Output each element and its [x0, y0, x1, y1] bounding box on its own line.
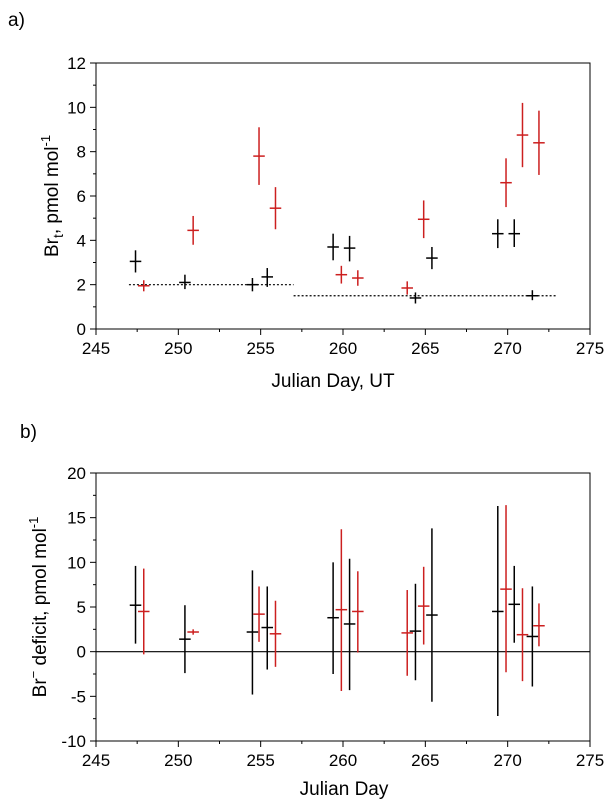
- panel-a-ylabel-superscript: -1: [38, 135, 53, 147]
- red-data-point: [253, 127, 265, 185]
- red-data-point: [269, 187, 282, 230]
- y-tick-label: -5: [71, 687, 86, 706]
- red-data-point: [187, 215, 199, 245]
- panel-b-ylabel-superscript: -1: [26, 517, 41, 529]
- red-data-point: [137, 568, 150, 655]
- black-data-point: [343, 558, 356, 691]
- panel-a: a) 245 250 255 260 265 270 275 0 2 4 6 8 10 12 Julia…: [8, 10, 604, 392]
- panel-b-y-ticks: -10 -5 0 5 10 15 20: [61, 464, 96, 751]
- panel-b-y-axis-title: Br− deficit, pmol mol-1: [26, 517, 51, 698]
- black-data-point: [129, 565, 142, 644]
- red-data-point: [417, 566, 430, 645]
- panel-a-ylabel-rest: , pmol mol: [42, 147, 63, 235]
- y-tick-label: 8: [77, 143, 86, 162]
- x-tick-label: 260: [329, 339, 357, 358]
- black-data-point: [179, 605, 191, 674]
- red-data-point: [500, 158, 512, 208]
- panel-a-ylabel-base: Br: [42, 237, 63, 257]
- x-tick-label: 270: [493, 751, 521, 770]
- x-tick-label: 255: [246, 751, 274, 770]
- red-data-point: [352, 571, 364, 653]
- red-data-point: [352, 270, 364, 286]
- black-data-point: [246, 570, 259, 695]
- black-data-point: [508, 565, 521, 643]
- panel-b-ylabel-superscript-minus: −: [26, 671, 41, 679]
- panel-b-data-points: [129, 505, 545, 716]
- y-tick-label: 0: [77, 643, 86, 662]
- panel-b-ylabel-rest: deficit, pmol mol: [30, 528, 51, 671]
- y-tick-label: -10: [61, 732, 86, 751]
- x-tick-label: 275: [576, 751, 604, 770]
- red-data-point: [187, 629, 199, 635]
- x-tick-label: 275: [576, 339, 604, 358]
- panel-a-y-axis-title: Brt, pmol mol-1: [38, 135, 66, 257]
- panel-b-plot-frame: [95, 472, 591, 742]
- black-data-point: [426, 246, 438, 270]
- red-data-point: [401, 590, 413, 676]
- red-data-point: [533, 603, 545, 647]
- black-data-point: [327, 562, 339, 674]
- y-tick-label: 10: [67, 98, 86, 117]
- panel-a-data-points: [129, 102, 545, 304]
- panel-a-reference-lines: [128, 284, 558, 297]
- black-data-point: [343, 235, 356, 262]
- y-tick-label: 6: [77, 187, 86, 206]
- x-tick-label: 255: [246, 339, 274, 358]
- red-data-point: [335, 265, 348, 284]
- black-data-point: [492, 506, 504, 716]
- red-data-point: [516, 102, 529, 168]
- black-data-point: [526, 586, 539, 687]
- x-tick-label: 265: [411, 751, 439, 770]
- black-data-point: [526, 290, 539, 301]
- red-data-point: [533, 110, 545, 175]
- black-data-point: [261, 586, 274, 670]
- black-data-point: [179, 274, 191, 290]
- x-tick-label: 260: [329, 751, 357, 770]
- red-data-point: [269, 600, 282, 667]
- panel-b-x-axis-title: Julian Day: [300, 779, 389, 800]
- red-data-point: [253, 586, 265, 642]
- panel-a-plot-frame: [95, 62, 591, 330]
- black-data-point: [409, 292, 422, 304]
- y-tick-label: 10: [67, 553, 86, 572]
- panel-b: b) 245 250 255 260 265 270 275 -10 -5 0 5 10 15 20 J…: [20, 422, 604, 800]
- black-data-point: [129, 250, 142, 273]
- x-tick-label: 245: [82, 751, 110, 770]
- panel-a-x-axis-title: Julian Day, UT: [271, 371, 395, 392]
- x-tick-label: 250: [164, 751, 192, 770]
- red-data-point: [516, 588, 529, 682]
- black-data-point: [492, 219, 504, 249]
- black-data-point: [327, 233, 339, 261]
- red-data-point: [500, 505, 512, 673]
- red-data-point: [417, 200, 430, 239]
- x-tick-label: 250: [164, 339, 192, 358]
- panel-b-x-ticks: 245 250 255 260 265 270 275: [82, 741, 604, 770]
- y-tick-label: 12: [67, 54, 86, 73]
- red-data-point: [401, 281, 413, 295]
- red-data-point: [137, 280, 150, 292]
- y-tick-label: 4: [77, 231, 86, 250]
- y-tick-label: 5: [77, 598, 86, 617]
- x-tick-label: 270: [493, 339, 521, 358]
- black-data-point: [409, 583, 422, 681]
- x-tick-label: 265: [411, 339, 439, 358]
- black-data-point: [261, 268, 274, 287]
- black-data-point: [508, 219, 521, 247]
- y-tick-label: 15: [67, 509, 86, 528]
- panel-b-ylabel-base: Br: [30, 678, 51, 698]
- y-tick-label: 2: [77, 276, 86, 295]
- y-tick-label: 0: [77, 320, 86, 339]
- panel-a-x-ticks: 245 250 255 260 265 270 275: [82, 329, 604, 358]
- black-data-point: [426, 528, 438, 702]
- x-tick-label: 245: [82, 339, 110, 358]
- panel-b-label: b): [20, 422, 37, 443]
- panel-a-ylabel-subscript: t: [50, 234, 66, 238]
- y-tick-label: 20: [67, 464, 86, 483]
- red-data-point: [335, 529, 348, 691]
- black-data-point: [246, 278, 259, 292]
- panel-a-y-ticks: 0 2 4 6 8 10 12: [67, 54, 96, 339]
- panel-a-label: a): [8, 10, 25, 31]
